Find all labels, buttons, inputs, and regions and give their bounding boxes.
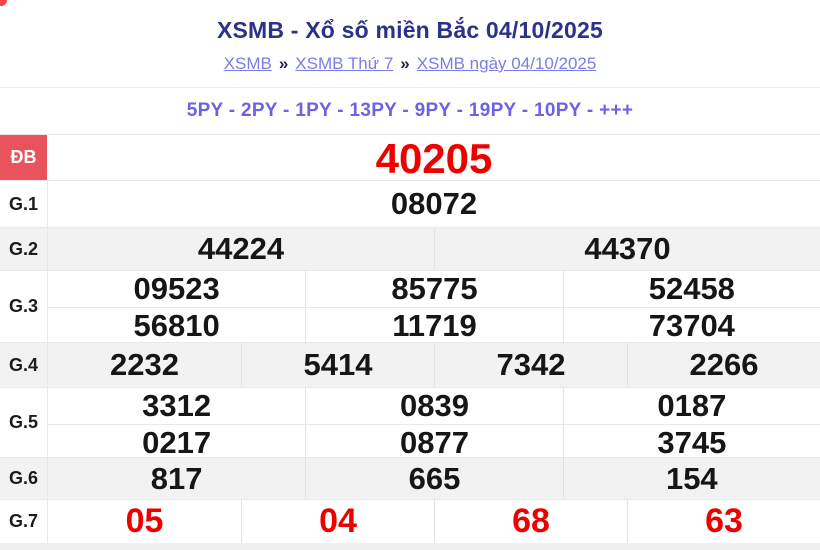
prize-value: 09523	[133, 271, 220, 306]
row-cells: 05 04 68 63	[48, 500, 820, 543]
prize-value-g7: 04	[241, 500, 434, 543]
prize-value: 7342	[434, 343, 627, 387]
table-row-g7: G.7 05 04 68 63	[0, 500, 820, 544]
row-cells: 40205	[48, 135, 820, 182]
prize-label-g7: G.7	[0, 500, 48, 543]
prize-value: 665	[305, 458, 562, 499]
table-row-g6: G.6 817 665 154	[0, 458, 820, 500]
row-cells: 44224 44370	[48, 228, 820, 270]
prize-label-g5: G.5	[0, 388, 48, 457]
prize-value: 0217	[48, 424, 306, 461]
table-row-g4: G.4 2232 5414 7342 2266	[0, 343, 820, 388]
prize-value: 154	[562, 458, 820, 499]
row-cells: 09523 85775 52458 56810 11719 73704	[48, 271, 820, 344]
corner-red-fragment	[0, 0, 7, 6]
prize-value: 73704	[562, 307, 820, 344]
row-cells: 3312 0839 0187 0217 0877 3745	[48, 388, 820, 461]
row-cells: 08072	[48, 181, 820, 227]
page-title: XSMB - Xổ số miền Bắc 04/10/2025	[216, 17, 604, 43]
prize-label-g2: G.2	[0, 228, 48, 270]
row-cells: 2232 5414 7342 2266	[48, 343, 820, 387]
promo-line: 5PY - 2PY - 1PY - 13PY - 9PY - 19PY - 10…	[186, 100, 634, 121]
bottom-strip	[0, 543, 820, 550]
header-divider	[0, 87, 820, 88]
prize-value: 56810	[48, 307, 306, 344]
table-row-g2: G.2 44224 44370	[0, 228, 820, 271]
prize-value: 3312	[142, 388, 212, 423]
prize-value: 52458	[562, 271, 820, 307]
prize-value-g7: 05	[125, 502, 164, 540]
prize-value: 817	[150, 460, 203, 496]
prize-value-g7: 68	[434, 500, 627, 543]
prize-value: 0187	[562, 388, 820, 424]
prize-value: 44370	[434, 228, 820, 270]
prize-value: 2232	[110, 347, 179, 382]
prize-value: 0839	[305, 388, 562, 424]
prize-value-db: 40205	[375, 135, 493, 182]
prize-label-g3: G.3	[0, 271, 48, 342]
prize-value: 44224	[197, 231, 285, 266]
results-table: ĐB 40205 G.1 08072 G.2 44224 44370 G.3 0…	[0, 134, 820, 544]
breadcrumb: XSMB » XSMB Thứ 7 » XSMB ngày 04/10/2025	[0, 54, 820, 74]
prize-label-g6: G.6	[0, 458, 48, 499]
prize-value: 11719	[305, 307, 563, 344]
prize-value: 2266	[627, 343, 820, 387]
prize-label-db: ĐB	[0, 135, 48, 180]
breadcrumb-link-xsmb[interactable]: XSMB	[223, 54, 272, 73]
table-row-db: ĐB 40205	[0, 135, 820, 182]
breadcrumb-separator: »	[278, 54, 289, 73]
breadcrumb-separator: »	[400, 54, 410, 73]
prize-value: 0877	[305, 424, 563, 461]
table-row-g1: G.1 08072	[0, 181, 820, 228]
table-row-g3: G.3 09523 85775 52458 56810 11719 73704	[0, 271, 820, 344]
breadcrumb-link-xsmb-thu-7[interactable]: XSMB Thứ 7	[295, 54, 394, 73]
prize-value: 3745	[562, 424, 820, 461]
prize-value: 5414	[241, 343, 434, 387]
table-row-g5: G.5 3312 0839 0187 0217 0877 3745	[0, 388, 820, 461]
prize-label-g1: G.1	[0, 181, 48, 227]
prize-value: 08072	[390, 186, 478, 221]
prize-value-g7: 63	[627, 500, 820, 543]
row-cells: 817 665 154	[48, 458, 820, 499]
prize-value: 85775	[305, 271, 562, 307]
breadcrumb-link-xsmb-ngay[interactable]: XSMB ngày 04/10/2025	[416, 54, 597, 73]
prize-label-g4: G.4	[0, 343, 48, 387]
